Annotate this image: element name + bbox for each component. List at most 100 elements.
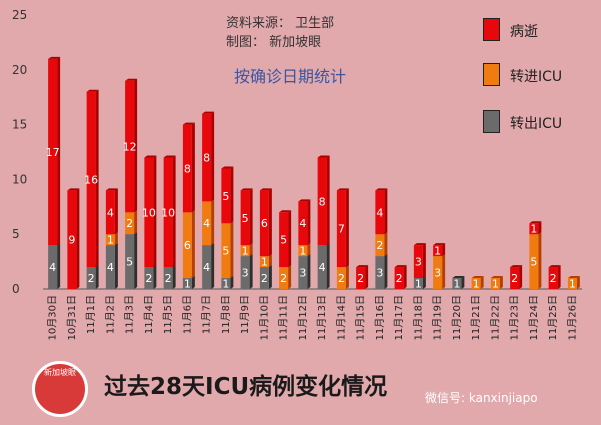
bar-segment-side [249,243,253,257]
bar-segment [413,245,423,279]
bar-segment [86,91,96,268]
bar-segment-top [356,265,369,268]
x-tick-label: 11月4日 [143,295,155,334]
bar-segment-side [95,89,99,268]
bar-segment [317,245,327,289]
bar-segment [298,256,308,289]
data-label: 1 [415,278,422,291]
x-tick-label: 11月6日 [181,295,193,334]
data-label: 8 [203,151,210,164]
data-label: 4 [107,261,114,274]
data-label: 5 [222,245,229,258]
x-tick-label: 11月5日 [162,295,174,334]
data-label: 1 [434,245,441,258]
bar-segment [182,212,192,279]
data-label: 1 [261,256,268,269]
bar-segment-side [153,265,157,289]
bar-segment-side [249,254,253,289]
bar-segment-side [576,276,580,289]
data-label: 4 [49,261,56,274]
data-label: 1 [492,278,499,291]
bar-segment [144,267,154,289]
x-tick-label: 11月8日 [220,295,232,334]
x-tick-label: 11月9日 [239,295,251,334]
x-tick-label: 11月21日 [470,295,482,340]
bar-segment [279,212,289,268]
bar-segment-side [134,232,138,289]
data-label: 2 [126,217,133,230]
bar-segment [375,256,385,289]
bar-segment-side [365,265,369,289]
bar-segment-side [268,265,272,289]
data-label: 2 [511,272,518,285]
x-tick-label: 11月11日 [278,295,290,340]
data-label: 6 [261,217,268,230]
bar-segment-side [326,155,330,246]
bar-segment [529,234,539,289]
bar-segment [490,278,500,289]
bar-segment-top [336,188,349,191]
data-label: 10 [161,206,175,219]
bar-segment [125,234,135,289]
bar-segment [202,201,212,246]
bar-segment [259,190,269,257]
bar-segment [375,190,385,235]
bar-segment [240,245,250,257]
data-label: 2 [145,272,152,285]
data-label: 4 [376,206,383,219]
x-tick-label: 11月17日 [393,295,405,340]
y-tick-label: 10 [12,172,27,186]
bar-segment-side [230,276,234,289]
data-label: 2 [357,272,364,285]
x-tick-label: 11月13日 [316,295,328,340]
bar-segment-side [288,210,292,268]
y-tick-label: 15 [12,118,27,132]
x-tick-label: 10月31日 [66,295,78,340]
bar-segment-top [221,166,234,169]
bar-segment-top [48,56,61,59]
bar-segment [105,245,115,289]
bar-segment [413,278,423,289]
bar-segment [105,190,115,235]
y-tick-label: 20 [12,63,27,77]
bar-segment-side [114,243,118,289]
bar-segment-side [480,276,484,289]
data-label: 1 [569,278,576,291]
legend-label-out: 转出ICU [510,116,563,132]
bar-segment [67,190,77,289]
data-label: 1 [184,278,191,291]
bar-segment-top [375,188,388,191]
legend-swatch-in [483,63,500,86]
bar-segment [548,267,558,289]
logo-icon [32,361,88,417]
bar-segment-side [384,188,388,235]
bar-segment-side [442,254,446,289]
bar-segment-top [125,78,138,81]
data-label: 4 [319,261,326,274]
bar-segment-side [153,155,157,268]
bar-segment-side [191,122,195,213]
bar-segment-side [134,210,138,235]
bar-segment [182,278,192,289]
bar-segment-side [191,210,195,279]
data-label: 5 [222,190,229,203]
chart-title: 按确诊日期统计 [234,67,347,86]
bar-segment [298,201,308,246]
x-tick-label: 11月1日 [85,295,97,334]
bar-segment-side [499,276,503,289]
bar-segment [144,157,154,268]
bar-segment-side [538,221,542,235]
bar-segment [317,157,327,246]
bar-segment-side [538,232,542,289]
data-label: 2 [396,272,403,285]
data-label: 1 [107,234,114,247]
x-tick-label: 10月30日 [47,295,59,340]
bar-segment-side [422,243,426,279]
bar-segment-top [279,210,292,213]
data-label: 8 [319,195,326,208]
maker-annotation: 制图： 新加坡眼 [226,35,322,50]
bar-segment-side [403,265,407,289]
bar-segment [221,223,231,279]
bar-segment-side [268,254,272,268]
bar-segment [240,190,250,246]
